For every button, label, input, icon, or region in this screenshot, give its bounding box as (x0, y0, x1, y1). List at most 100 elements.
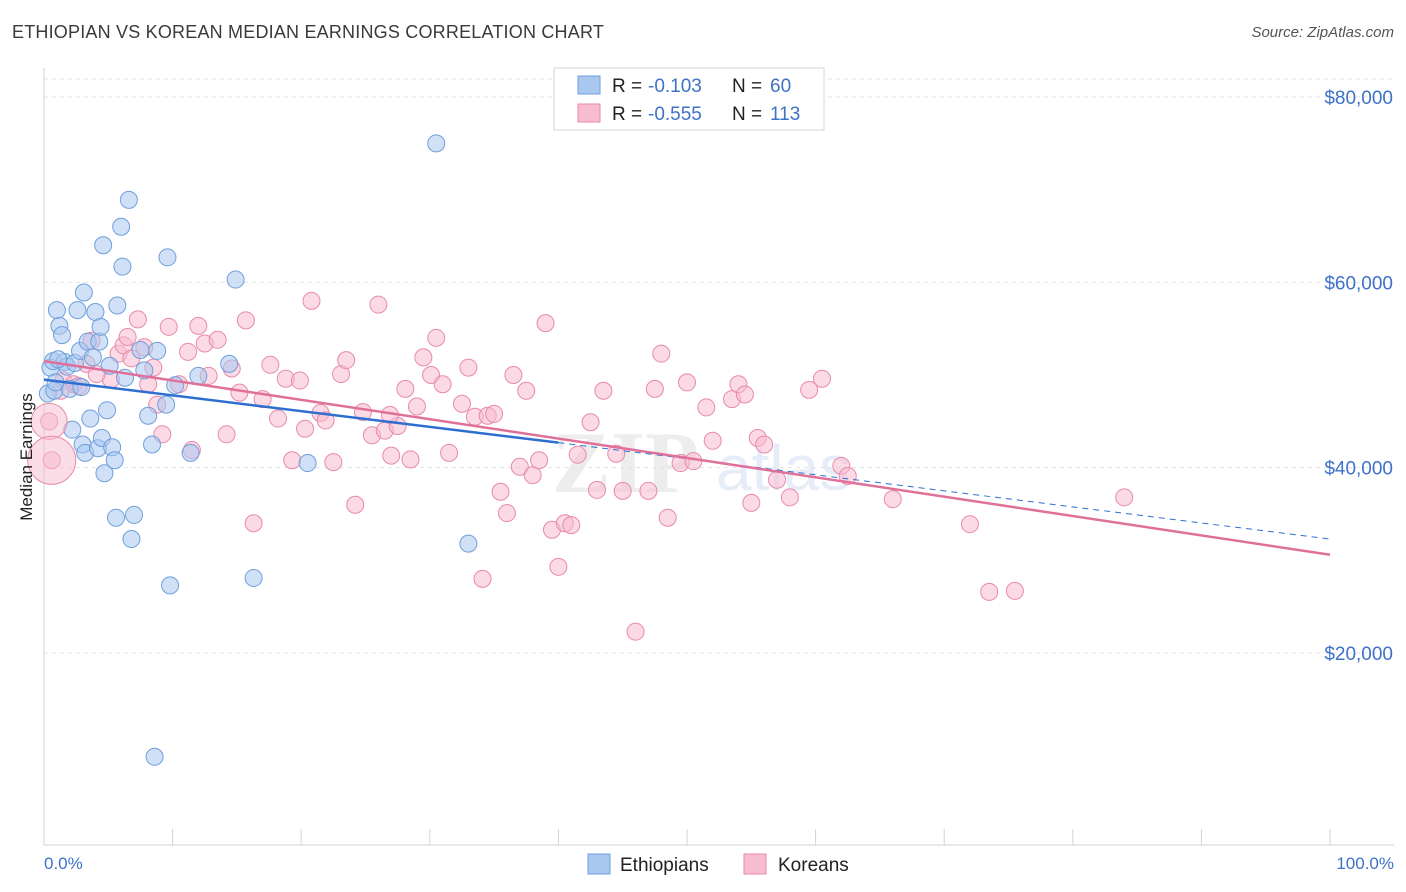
ethiopian-trend-line (43, 378, 559, 444)
legend-swatch-ethiopians (577, 75, 601, 95)
korean-point (568, 445, 587, 464)
korean-point-large (27, 435, 77, 485)
ethiopian-point (83, 348, 102, 367)
korean-point (684, 452, 703, 471)
korean-point (296, 419, 315, 438)
korean-point (396, 379, 415, 398)
y-tick-labels: $20,000 $40,000 $60,000 $80,000 (1324, 88, 1393, 665)
korean-point (414, 348, 433, 367)
legend-n-label: N = (732, 104, 762, 125)
ethiopian-point (143, 435, 162, 454)
ethiopian-point (122, 530, 141, 549)
ethiopian-trend-extension (558, 442, 1331, 540)
korean-point (189, 316, 208, 335)
korean-point (485, 404, 504, 423)
korean-point (883, 490, 902, 509)
ethiopian-point (91, 317, 110, 336)
ethiopian-point (131, 340, 150, 359)
legend-r-value: -0.103 (648, 76, 702, 97)
korean-point (316, 411, 335, 430)
legend-r-label: R = (612, 76, 642, 97)
ethiopian-point (139, 406, 158, 425)
korean-point (473, 569, 492, 588)
korean-point (594, 381, 613, 400)
korean-point (401, 450, 420, 469)
ethiopian-point (459, 534, 478, 553)
legend-item-koreans: Koreans (778, 855, 849, 876)
korean-point (755, 435, 774, 454)
legend-swatch-koreans (577, 103, 601, 123)
korean-point (549, 557, 568, 576)
korean-point (587, 480, 606, 499)
ethiopian-point (298, 454, 317, 473)
ethiopian-point (244, 568, 263, 587)
gridlines (44, 78, 1394, 654)
korean-point (639, 481, 658, 500)
korean-point (960, 515, 979, 534)
trend-lines (43, 359, 1331, 557)
ethiopian-point (68, 301, 87, 320)
korean-point (324, 453, 343, 472)
korean-point (236, 311, 255, 330)
korean-point (261, 355, 280, 374)
legend-item-ethiopians: Ethiopians (620, 855, 709, 876)
ethiopian-point (108, 296, 127, 315)
y-tick-label: $80,000 (1324, 88, 1393, 109)
korean-point (780, 488, 799, 507)
ethiopian-point (105, 451, 124, 470)
korean-point (452, 394, 471, 413)
korean-point (626, 622, 645, 641)
x-ticks (43, 829, 1331, 845)
ethiopian-point (125, 505, 144, 524)
korean-point (530, 451, 549, 470)
korean-point (1115, 488, 1134, 507)
korean-point (742, 493, 761, 512)
korean-point-large (30, 402, 68, 440)
ethiopian-point (226, 270, 245, 289)
korean-point (697, 398, 716, 417)
korean-point (337, 351, 356, 370)
korean-point (118, 328, 137, 347)
ethiopian-point (158, 248, 177, 267)
korean-point (128, 310, 147, 329)
ethiopian-point (112, 217, 131, 236)
korean-point (346, 495, 365, 514)
korean-point (980, 582, 999, 601)
y-tick-label: $20,000 (1324, 644, 1393, 665)
korean-point (813, 369, 832, 388)
ethiopian-point (53, 326, 72, 345)
korean-point (159, 317, 178, 336)
korean-point (407, 397, 426, 416)
korean-point (658, 508, 677, 527)
korean-point (678, 373, 696, 392)
ethiopian-point (72, 378, 91, 397)
ethiopian-point (113, 257, 132, 276)
korean-point (208, 330, 227, 349)
ethiopian-point (74, 283, 93, 302)
korean-point (369, 295, 388, 314)
y-tick-label: $40,000 (1324, 459, 1393, 480)
korean-point (613, 481, 632, 500)
legend-r-label: R = (612, 104, 642, 125)
x-tick-label-max: 100.0% (1336, 854, 1394, 873)
stats-legend: R = -0.103 N = 60 R = -0.555 N = 113 (553, 67, 825, 131)
ethiopian-point (145, 747, 164, 766)
korean-point (768, 470, 787, 489)
korean-point (497, 504, 516, 523)
korean-point (607, 444, 626, 463)
ethiopian-point (189, 366, 208, 385)
korean-point (440, 443, 459, 462)
ethiopian-point (95, 464, 114, 483)
korean-point (645, 379, 664, 398)
korean-point (703, 431, 722, 450)
korean-point (800, 380, 819, 399)
series-legend: Ethiopians Koreans (587, 853, 849, 876)
korean-point (459, 358, 478, 377)
korean-point (290, 371, 309, 390)
ethiopian-point (81, 409, 100, 428)
korean-point (179, 342, 198, 361)
ethiopian-point (98, 401, 117, 420)
y-axis-title: Median Earnings (17, 393, 36, 521)
ethiopian-point (107, 508, 126, 527)
